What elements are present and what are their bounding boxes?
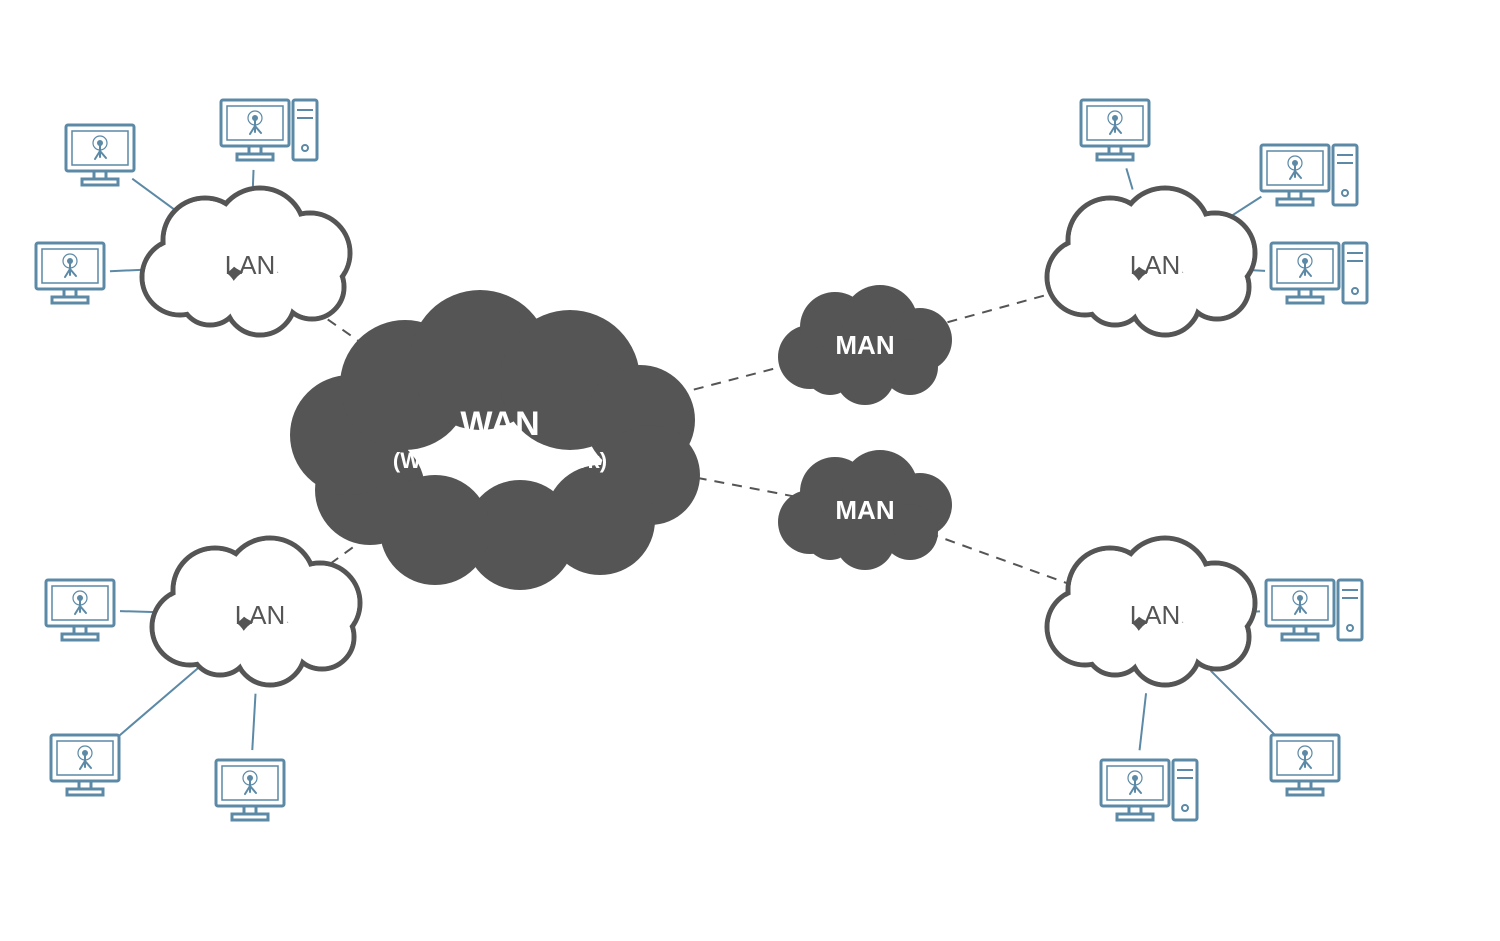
wan-title: WAN: [460, 405, 539, 443]
man1: MAN: [778, 285, 952, 405]
lan-label: LAN: [235, 600, 286, 630]
pc_tr_2: [1261, 145, 1357, 205]
edge: [252, 694, 255, 750]
pc_br_2: [1101, 760, 1197, 820]
man-label: MAN: [835, 330, 894, 360]
pc_tr_1: [1081, 100, 1149, 160]
pc_tr_3: [1271, 243, 1367, 303]
pc_bl_3: [216, 760, 284, 820]
lan_br: LAN: [1047, 538, 1255, 685]
network-diagram: WAN (Wide Area Network) MAN MAN LAN LAN LAN LAN: [0, 0, 1500, 941]
pc_bl_1: [46, 580, 114, 640]
wan: WAN (Wide Area Network): [290, 290, 700, 590]
pc_tl_1: [66, 125, 134, 185]
pc_tl_3: [36, 243, 104, 303]
man2: MAN: [778, 450, 952, 570]
edge: [1140, 693, 1147, 750]
pc_bl_2: [51, 735, 119, 795]
nodes-layer: WAN (Wide Area Network) MAN MAN LAN LAN LAN LAN: [36, 100, 1367, 820]
pc_tl_2: [221, 100, 317, 160]
lan-label: LAN: [225, 250, 276, 280]
edge: [1126, 168, 1132, 189]
lan_bl: LAN: [152, 538, 360, 685]
lan-label: LAN: [1130, 600, 1181, 630]
lan_tr: LAN: [1047, 188, 1255, 335]
man-label: MAN: [835, 495, 894, 525]
pc_br_3: [1271, 735, 1339, 795]
lan_tl: LAN: [142, 188, 350, 335]
edge: [929, 533, 1081, 588]
wan-subtitle: (Wide Area Network): [393, 448, 607, 473]
pc_br_1: [1266, 580, 1362, 640]
lan-label: LAN: [1130, 250, 1181, 280]
edge: [253, 170, 254, 186]
edge: [1211, 671, 1277, 737]
edge: [115, 666, 200, 739]
